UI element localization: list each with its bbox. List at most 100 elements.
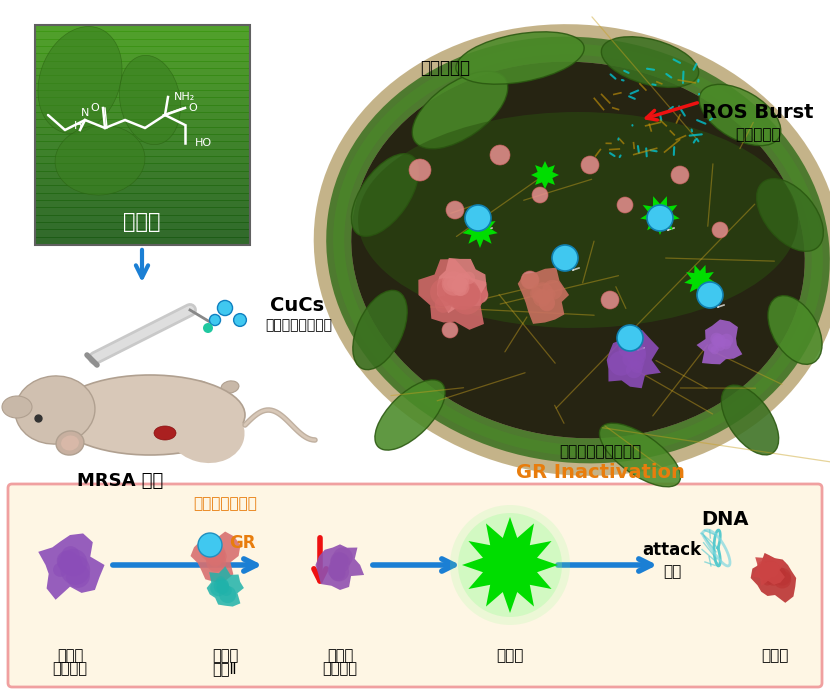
- Bar: [35, 61, 250, 69]
- Bar: [35, 24, 250, 32]
- Circle shape: [631, 361, 643, 373]
- Circle shape: [630, 345, 646, 360]
- Circle shape: [539, 294, 555, 311]
- Polygon shape: [696, 319, 742, 364]
- Circle shape: [533, 289, 550, 307]
- Polygon shape: [750, 553, 796, 603]
- Circle shape: [618, 341, 636, 357]
- Text: 茶氨酸多肽铜团簇: 茶氨酸多肽铜团簇: [265, 318, 332, 332]
- Circle shape: [217, 582, 227, 593]
- Ellipse shape: [56, 431, 84, 455]
- Circle shape: [766, 562, 779, 575]
- Circle shape: [759, 560, 780, 581]
- Ellipse shape: [757, 179, 823, 252]
- Polygon shape: [207, 566, 244, 607]
- Point: [32, 413, 45, 424]
- Text: MRSA 感染: MRSA 感染: [77, 472, 164, 490]
- Circle shape: [627, 346, 646, 366]
- Polygon shape: [531, 161, 559, 189]
- Circle shape: [545, 289, 555, 299]
- Circle shape: [766, 565, 779, 577]
- Circle shape: [455, 273, 469, 287]
- Circle shape: [210, 580, 227, 596]
- Bar: [35, 31, 250, 39]
- Circle shape: [647, 205, 673, 231]
- Bar: [35, 53, 250, 61]
- Ellipse shape: [375, 380, 445, 450]
- Circle shape: [462, 272, 475, 285]
- Circle shape: [543, 280, 563, 300]
- Circle shape: [697, 282, 723, 308]
- Bar: [35, 39, 250, 47]
- Circle shape: [447, 278, 457, 290]
- Ellipse shape: [111, 381, 129, 393]
- Circle shape: [330, 553, 350, 573]
- Circle shape: [447, 278, 480, 310]
- Ellipse shape: [55, 125, 145, 195]
- Ellipse shape: [191, 381, 209, 393]
- Bar: [35, 75, 250, 84]
- Circle shape: [758, 566, 773, 580]
- Ellipse shape: [221, 381, 239, 393]
- Circle shape: [716, 342, 725, 351]
- Circle shape: [452, 283, 482, 314]
- Bar: [35, 222, 250, 230]
- Polygon shape: [462, 517, 558, 613]
- Circle shape: [212, 555, 222, 565]
- Circle shape: [763, 562, 781, 580]
- Text: ROS Burst: ROS Burst: [702, 102, 813, 122]
- Circle shape: [622, 352, 637, 367]
- Bar: [35, 185, 250, 193]
- Text: 攻击: 攻击: [663, 565, 681, 580]
- Circle shape: [330, 562, 349, 581]
- Ellipse shape: [456, 32, 584, 84]
- Circle shape: [445, 278, 477, 310]
- Bar: [35, 156, 250, 164]
- Bar: [35, 149, 250, 157]
- Circle shape: [765, 570, 781, 586]
- Circle shape: [454, 284, 466, 296]
- Circle shape: [552, 245, 578, 271]
- Ellipse shape: [38, 26, 122, 133]
- Circle shape: [671, 166, 689, 184]
- Circle shape: [458, 513, 562, 617]
- Circle shape: [626, 362, 642, 378]
- Circle shape: [720, 339, 731, 350]
- Circle shape: [209, 314, 221, 325]
- Bar: [35, 142, 250, 150]
- Ellipse shape: [721, 385, 779, 455]
- Bar: [35, 215, 250, 223]
- Text: O: O: [188, 103, 198, 113]
- Text: N: N: [81, 108, 89, 118]
- Circle shape: [202, 545, 214, 558]
- Circle shape: [213, 549, 227, 563]
- Circle shape: [205, 547, 224, 565]
- Text: 还原型: 还原型: [327, 648, 353, 663]
- Polygon shape: [518, 267, 569, 324]
- Polygon shape: [462, 213, 498, 248]
- Circle shape: [521, 271, 539, 289]
- Circle shape: [330, 565, 345, 581]
- Circle shape: [333, 547, 353, 567]
- Circle shape: [764, 562, 774, 571]
- Circle shape: [601, 291, 619, 309]
- Circle shape: [233, 314, 247, 326]
- Circle shape: [763, 576, 772, 585]
- Text: 蛋白质: 蛋白质: [761, 648, 788, 663]
- Ellipse shape: [165, 397, 245, 463]
- Text: O: O: [90, 103, 100, 113]
- Polygon shape: [752, 555, 785, 586]
- Circle shape: [759, 565, 774, 580]
- Text: GR: GR: [229, 534, 256, 552]
- Bar: [35, 97, 250, 106]
- Ellipse shape: [358, 112, 798, 328]
- Circle shape: [61, 555, 90, 585]
- FancyBboxPatch shape: [8, 484, 822, 687]
- Text: 辅酶Ⅱ: 辅酶Ⅱ: [212, 661, 237, 676]
- Circle shape: [329, 561, 340, 573]
- Circle shape: [66, 564, 90, 588]
- Polygon shape: [191, 531, 241, 582]
- Ellipse shape: [154, 426, 176, 440]
- Circle shape: [774, 568, 791, 585]
- Circle shape: [60, 549, 87, 576]
